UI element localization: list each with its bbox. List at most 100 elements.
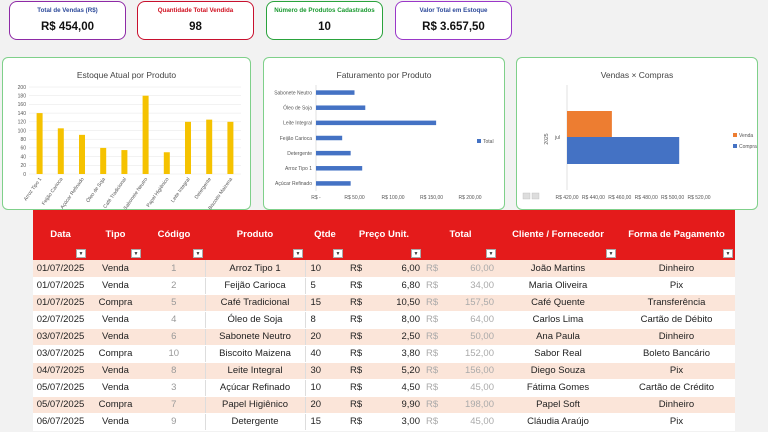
cell-qtde[interactable]: 20 bbox=[305, 396, 345, 414]
cell-total[interactable]: 45,00 bbox=[461, 413, 498, 431]
cell-produto[interactable]: Café Tradicional bbox=[204, 294, 306, 312]
cell-total-currency[interactable]: R$ bbox=[423, 294, 461, 312]
cell-total[interactable]: 156,00 bbox=[461, 362, 498, 380]
cell-tipo[interactable]: Compra bbox=[88, 396, 143, 414]
cell-total-currency[interactable]: R$ bbox=[423, 311, 461, 329]
cell-cliente[interactable]: Papel Soft bbox=[498, 396, 618, 414]
cell-tipo[interactable]: Venda bbox=[88, 413, 143, 431]
filter-dropdown-icon[interactable]: ▼ bbox=[411, 249, 421, 258]
cell-preco[interactable]: 6,80 bbox=[386, 277, 423, 295]
cell-pagamento[interactable]: Pix bbox=[618, 362, 735, 380]
cell-codigo[interactable]: 8 bbox=[143, 362, 205, 380]
cell-qtde[interactable]: 40 bbox=[305, 345, 345, 363]
cell-total[interactable]: 50,00 bbox=[461, 328, 498, 346]
cell-total-currency[interactable]: R$ bbox=[423, 396, 461, 414]
cell-data[interactable]: 02/07/2025 bbox=[33, 311, 88, 329]
filter-dropdown-icon[interactable]: ▼ bbox=[293, 249, 303, 258]
table-row[interactable]: 01/07/2025 Compra 5 Café Tradicional 15 R$ 10,… bbox=[33, 294, 735, 312]
table-row[interactable]: 03/07/2025 Compra 10 Biscoito Maizena 40 R$ 3,… bbox=[33, 345, 735, 363]
cell-data[interactable]: 06/07/2025 bbox=[33, 413, 88, 431]
cell-preco[interactable]: 9,90 bbox=[386, 396, 423, 414]
cell-pagamento[interactable]: Pix bbox=[618, 277, 735, 295]
cell-tipo[interactable]: Venda bbox=[88, 362, 143, 380]
table-row[interactable]: 01/07/2025 Venda 2 Feijão Carioca 5 R$ 6,80 R$ 3… bbox=[33, 277, 735, 295]
cell-tipo[interactable]: Venda bbox=[88, 379, 143, 397]
cell-codigo[interactable]: 1 bbox=[143, 260, 205, 278]
cell-produto[interactable]: Leite Integral bbox=[204, 362, 306, 380]
filter-dropdown-icon[interactable]: ▼ bbox=[723, 249, 733, 258]
cell-preco-currency[interactable]: R$ bbox=[345, 260, 386, 278]
cell-total[interactable]: 60,00 bbox=[461, 260, 498, 278]
cell-pagamento[interactable]: Dinheiro bbox=[618, 260, 735, 278]
cell-total-currency[interactable]: R$ bbox=[423, 362, 461, 380]
cell-data[interactable]: 03/07/2025 bbox=[33, 345, 88, 363]
cell-cliente[interactable]: Ana Paula bbox=[498, 328, 618, 346]
cell-tipo[interactable]: Compra bbox=[88, 345, 143, 363]
cell-cliente[interactable]: Fátima Gomes bbox=[498, 379, 618, 397]
cell-total[interactable]: 34,00 bbox=[461, 277, 498, 295]
cell-data[interactable]: 03/07/2025 bbox=[33, 328, 88, 346]
cell-codigo[interactable]: 6 bbox=[143, 328, 205, 346]
cell-produto[interactable]: Óleo de Soja bbox=[204, 311, 306, 329]
filter-dropdown-icon[interactable]: ▼ bbox=[76, 249, 86, 258]
cell-codigo[interactable]: 3 bbox=[143, 379, 205, 397]
cell-qtde[interactable]: 10 bbox=[305, 260, 345, 278]
cell-preco[interactable]: 2,50 bbox=[386, 328, 423, 346]
table-row[interactable]: 04/07/2025 Venda 8 Leite Integral 30 R$ 5,20 R$… bbox=[33, 362, 735, 380]
cell-preco-currency[interactable]: R$ bbox=[345, 328, 386, 346]
cell-qtde[interactable]: 10 bbox=[305, 379, 345, 397]
cell-cliente[interactable]: Cláudia Araújo bbox=[498, 413, 618, 431]
cell-qtde[interactable]: 5 bbox=[305, 277, 345, 295]
cell-preco[interactable]: 3,00 bbox=[386, 413, 423, 431]
cell-pagamento[interactable]: Dinheiro bbox=[618, 396, 735, 414]
cell-total[interactable]: 64,00 bbox=[461, 311, 498, 329]
cell-tipo[interactable]: Venda bbox=[88, 260, 143, 278]
cell-cliente[interactable]: Maria Oliveira bbox=[498, 277, 618, 295]
cell-qtde[interactable]: 20 bbox=[305, 328, 345, 346]
filter-dropdown-icon[interactable]: ▼ bbox=[333, 249, 343, 258]
cell-preco-currency[interactable]: R$ bbox=[345, 413, 386, 431]
cell-tipo[interactable]: Venda bbox=[88, 277, 143, 295]
cell-preco-currency[interactable]: R$ bbox=[345, 277, 386, 295]
filter-dropdown-icon[interactable]: ▼ bbox=[486, 249, 496, 258]
cell-produto[interactable]: Sabonete Neutro bbox=[204, 328, 306, 346]
cell-codigo[interactable]: 5 bbox=[143, 294, 205, 312]
cell-total[interactable]: 152,00 bbox=[461, 345, 498, 363]
cell-total[interactable]: 157,50 bbox=[461, 294, 498, 312]
cell-produto[interactable]: Feijão Carioca bbox=[204, 277, 306, 295]
cell-data[interactable]: 04/07/2025 bbox=[33, 362, 88, 380]
cell-pagamento[interactable]: Dinheiro bbox=[618, 328, 735, 346]
table-row[interactable]: 05/07/2025 Compra 7 Papel Higiênico 20 R$ 9,90… bbox=[33, 396, 735, 414]
chart-estoque-panel[interactable]: Estoque Atual por Produto 0 20 40 60 80 100 12… bbox=[2, 57, 251, 211]
cell-cliente[interactable]: Carlos Lima bbox=[498, 311, 618, 329]
cell-qtde[interactable]: 8 bbox=[305, 311, 345, 329]
cell-tipo[interactable]: Venda bbox=[88, 311, 143, 329]
cell-total-currency[interactable]: R$ bbox=[423, 277, 461, 295]
table-row[interactable]: 01/07/2025 Venda 1 Arroz Tipo 1 10 R$ 6,00 R$ 60… bbox=[33, 260, 735, 278]
cell-produto[interactable]: Arroz Tipo 1 bbox=[204, 260, 306, 278]
table-row[interactable]: 02/07/2025 Venda 4 Óleo de Soja 8 R$ 8,00 R$ 64,… bbox=[33, 311, 735, 329]
filter-dropdown-icon[interactable]: ▼ bbox=[131, 249, 141, 258]
filter-dropdown-icon[interactable]: ▼ bbox=[606, 249, 616, 258]
cell-total-currency[interactable]: R$ bbox=[423, 379, 461, 397]
cell-pagamento[interactable]: Pix bbox=[618, 413, 735, 431]
cell-codigo[interactable]: 9 bbox=[143, 413, 205, 431]
cell-pagamento[interactable]: Cartão de Débito bbox=[618, 311, 735, 329]
chart-vendas-compras-panel[interactable]: Vendas × Compras R$ 420,00 R$ 440,00 R$ 46… bbox=[516, 57, 758, 210]
cell-produto[interactable]: Açúcar Refinado bbox=[204, 379, 306, 397]
cell-cliente[interactable]: João Martins bbox=[498, 260, 618, 278]
cell-qtde[interactable]: 15 bbox=[305, 413, 345, 431]
cell-total[interactable]: 45,00 bbox=[461, 379, 498, 397]
table-row[interactable]: 05/07/2025 Venda 3 Açúcar Refinado 10 R$ 4,50 R… bbox=[33, 379, 735, 397]
cell-qtde[interactable]: 15 bbox=[305, 294, 345, 312]
filter-dropdown-icon[interactable]: ▼ bbox=[193, 249, 203, 258]
cell-total-currency[interactable]: R$ bbox=[423, 413, 461, 431]
cell-data[interactable]: 01/07/2025 bbox=[33, 294, 88, 312]
cell-produto[interactable]: Detergente bbox=[204, 413, 306, 431]
cell-preco-currency[interactable]: R$ bbox=[345, 379, 386, 397]
table-row[interactable]: 06/07/2025 Venda 9 Detergente 15 R$ 3,00 R$ 45,0… bbox=[33, 413, 735, 431]
chart-faturamento-panel[interactable]: Faturamento por Produto R$ - R$ 50,00 R$ 1… bbox=[263, 57, 505, 210]
cell-cliente[interactable]: Diego Souza bbox=[498, 362, 618, 380]
cell-preco[interactable]: 8,00 bbox=[386, 311, 423, 329]
cell-total-currency[interactable]: R$ bbox=[423, 345, 461, 363]
